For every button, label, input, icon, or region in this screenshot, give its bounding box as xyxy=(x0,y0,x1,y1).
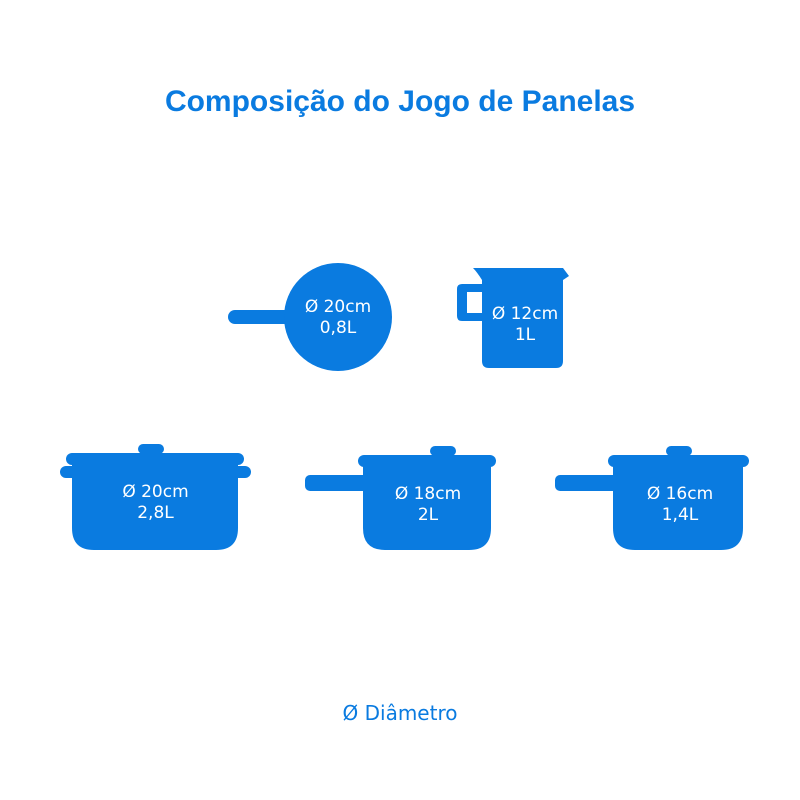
saucepan-icon xyxy=(305,446,496,550)
frying-pan-item: Ø 20cm 0,8L xyxy=(225,257,395,377)
diameter-text: Ø 16cm xyxy=(646,484,714,504)
capacity-text: 0,8L xyxy=(319,318,357,338)
milk-jug-item: Ø 12cm 1L xyxy=(455,264,575,374)
diameter-text: Ø 20cm xyxy=(122,482,189,502)
diameter-legend: Ø Diâmetro xyxy=(342,701,458,725)
frying-pan-label: Ø 20cm 0,8L xyxy=(283,297,393,339)
diameter-text: Ø 18cm xyxy=(394,484,462,504)
saucepan-16-label: Ø 16cm 1,4L xyxy=(625,484,735,526)
capacity-text: 1L xyxy=(514,325,536,345)
capacity-text: 2L xyxy=(417,505,439,525)
page-title: Composição do Jogo de Panelas xyxy=(164,85,636,118)
casserole-item: Ø 20cm 2,8L xyxy=(58,442,253,554)
frying-pan-icon xyxy=(228,263,392,371)
saucepan-18-label: Ø 18cm 2L xyxy=(373,484,483,526)
diameter-text: Ø 20cm xyxy=(304,297,372,317)
milk-jug-label: Ø 12cm 1L xyxy=(475,304,575,346)
diameter-text: Ø 12cm xyxy=(491,304,559,324)
saucepan-icon xyxy=(555,446,749,550)
casserole-icon xyxy=(60,444,251,550)
saucepan-18-item: Ø 18cm 2L xyxy=(303,444,498,554)
casserole-label: Ø 20cm 2,8L xyxy=(98,482,213,524)
saucepan-16-item: Ø 16cm 1,4L xyxy=(553,444,751,554)
capacity-text: 2,8L xyxy=(137,503,174,523)
capacity-text: 1,4L xyxy=(661,505,699,525)
milk-jug-icon xyxy=(457,268,569,368)
